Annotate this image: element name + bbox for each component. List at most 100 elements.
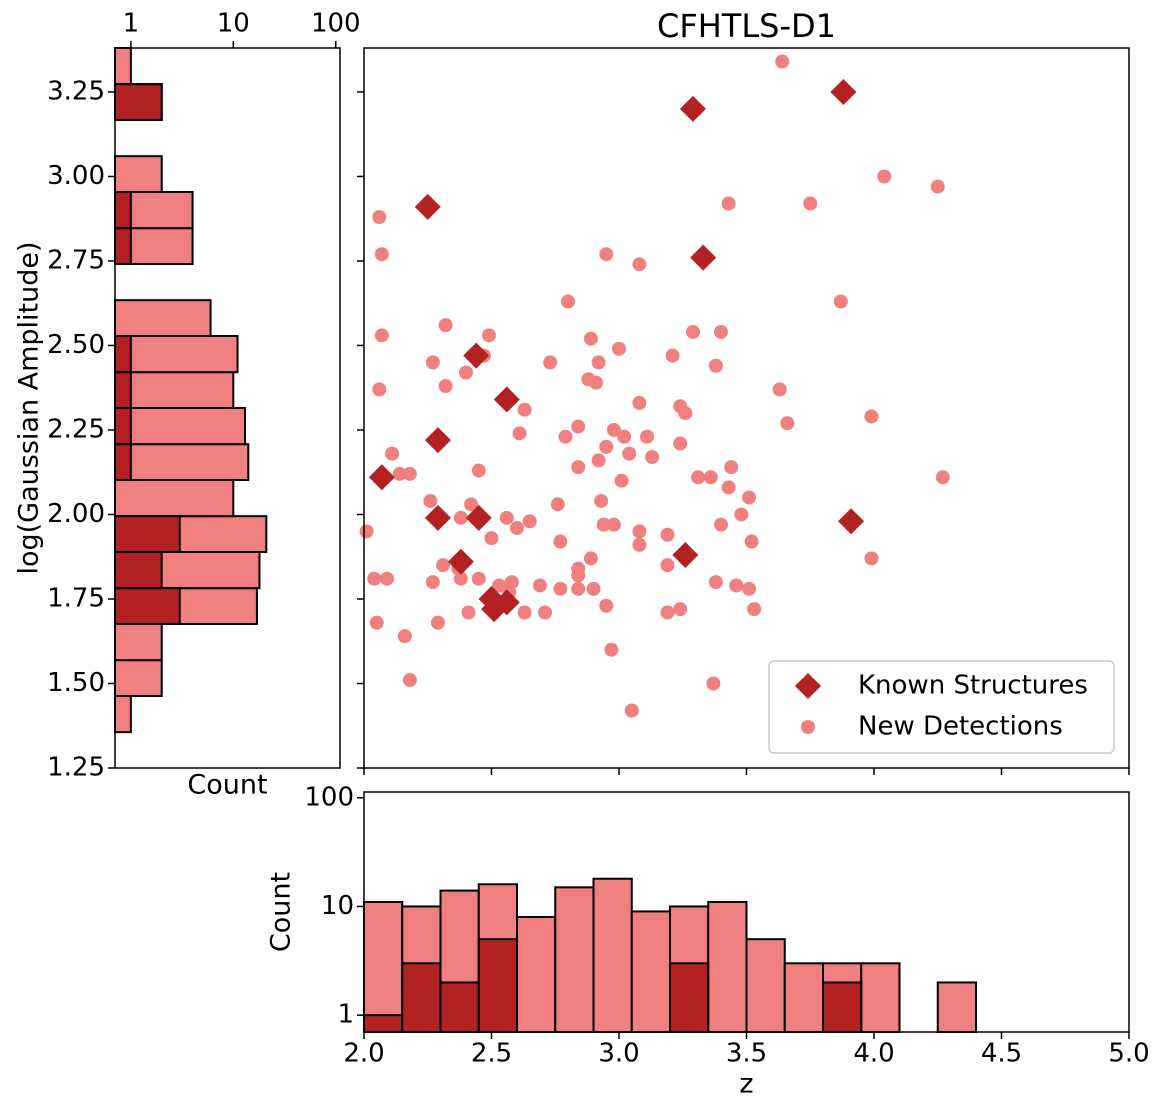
histogram-bar xyxy=(860,962,901,1033)
histogram-bar xyxy=(114,587,181,625)
histogram-bar xyxy=(936,981,977,1033)
histogram-bar xyxy=(401,962,442,1033)
x-tick-label: 2.5 xyxy=(471,1039,512,1069)
circle-marker xyxy=(624,703,639,718)
histogram-bar xyxy=(439,981,480,1033)
axes-frame xyxy=(363,47,1130,769)
circle-marker xyxy=(673,436,688,451)
circle-marker xyxy=(374,328,389,343)
circle-marker xyxy=(606,517,621,532)
y-tick-label: 1.75 xyxy=(47,583,105,613)
histogram-bar xyxy=(707,900,748,1033)
x-axis-label: z xyxy=(739,1069,753,1100)
histogram-bar xyxy=(114,443,132,481)
circle-marker xyxy=(691,470,706,485)
histogram-bar xyxy=(114,83,163,121)
circle-marker xyxy=(772,382,787,397)
circle-marker xyxy=(583,331,598,346)
circle-marker xyxy=(436,558,451,573)
diamond-marker xyxy=(493,386,520,413)
histogram-bar xyxy=(114,299,212,337)
circle-marker xyxy=(571,419,586,434)
legend-marker xyxy=(801,720,815,734)
circle-marker xyxy=(492,578,507,593)
histogram-bar xyxy=(114,515,181,553)
circle-marker xyxy=(425,355,440,370)
legend-label: Known Structures xyxy=(858,671,1088,701)
diamond-marker xyxy=(424,504,451,531)
circle-marker xyxy=(714,324,728,339)
circle-marker xyxy=(622,446,637,461)
circle-marker xyxy=(397,629,412,644)
circle-marker xyxy=(425,575,440,590)
histogram-bar xyxy=(822,981,863,1033)
x-tick-label: 3.0 xyxy=(598,1039,639,1069)
y-tick-label: 1.25 xyxy=(47,753,105,783)
histogram-bar xyxy=(114,407,246,446)
diamond-marker xyxy=(447,548,474,575)
circle-marker xyxy=(372,210,387,225)
circle-marker xyxy=(461,605,476,620)
circle-marker xyxy=(359,524,374,539)
histogram-bar xyxy=(630,910,671,1034)
x-tick-label: 4.0 xyxy=(853,1039,894,1069)
circle-marker xyxy=(571,460,586,475)
circle-marker xyxy=(402,673,417,688)
circle-marker xyxy=(583,551,598,566)
histogram-bar xyxy=(114,335,239,374)
y-tick-label: 2.00 xyxy=(47,499,105,529)
circle-marker xyxy=(604,642,619,657)
histogram-bar xyxy=(114,371,132,409)
circle-marker xyxy=(708,358,723,373)
circle-marker xyxy=(571,581,586,596)
x-tick-label: 3.5 xyxy=(726,1039,767,1069)
axes-frame xyxy=(363,791,1130,1033)
circle-marker xyxy=(632,395,647,410)
y-tick-label: 10 xyxy=(321,891,354,921)
circle-marker xyxy=(471,463,486,478)
circle-marker xyxy=(553,534,568,549)
circle-marker xyxy=(374,247,389,262)
histogram-bar xyxy=(114,335,132,374)
diamond-marker xyxy=(679,95,706,122)
histogram-bar xyxy=(114,443,250,481)
circle-marker xyxy=(721,196,736,211)
circle-marker xyxy=(596,517,611,532)
legend-box xyxy=(768,660,1115,754)
circle-marker xyxy=(685,324,700,339)
circle-marker xyxy=(459,365,473,380)
histogram-bar xyxy=(363,900,404,1033)
circle-marker xyxy=(632,524,647,539)
y-tick-label: 2.50 xyxy=(47,330,105,360)
circle-marker xyxy=(660,558,675,573)
circle-marker xyxy=(724,460,739,475)
circle-marker xyxy=(385,446,400,461)
histogram-bar xyxy=(363,1014,404,1033)
circle-marker xyxy=(464,497,479,512)
histogram-bar xyxy=(783,962,824,1033)
y-tick-label: 3.00 xyxy=(47,161,105,191)
circle-marker xyxy=(678,406,693,421)
circle-marker xyxy=(499,510,514,525)
circle-marker xyxy=(591,453,606,468)
circle-marker xyxy=(438,379,453,394)
circle-marker xyxy=(522,514,537,529)
circle-marker xyxy=(532,578,547,593)
circle-marker xyxy=(833,294,848,309)
legend-marker xyxy=(795,673,821,699)
x-tick-label: 4.5 xyxy=(981,1039,1022,1069)
circle-marker xyxy=(617,429,632,444)
circle-marker xyxy=(550,497,565,512)
y-axis-label: Count xyxy=(266,872,297,952)
circle-marker xyxy=(517,605,532,620)
y-tick-label: 2.25 xyxy=(47,414,105,444)
histogram-bar xyxy=(516,915,557,1034)
histogram-bar xyxy=(554,886,595,1034)
circle-marker xyxy=(742,490,757,505)
circle-marker xyxy=(453,571,468,586)
histogram-bar xyxy=(114,371,235,409)
circle-marker xyxy=(714,517,728,532)
diamond-marker xyxy=(690,244,717,271)
x-tick-label: 10 xyxy=(217,9,250,39)
